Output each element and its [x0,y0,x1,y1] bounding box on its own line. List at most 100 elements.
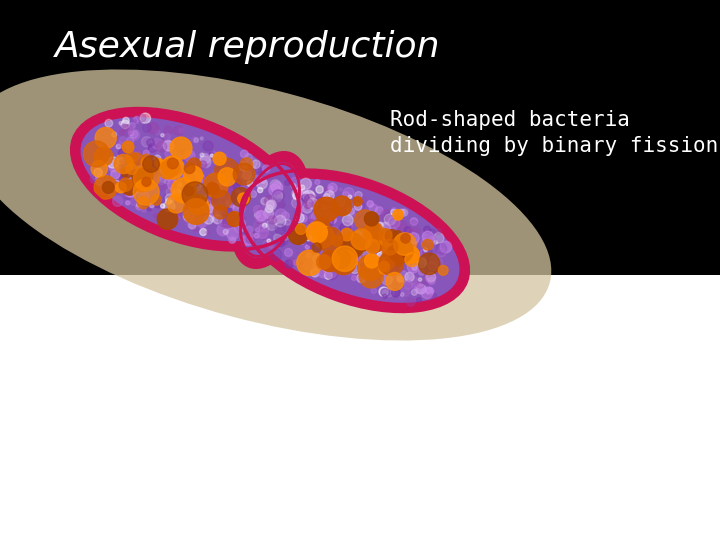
Circle shape [369,204,377,212]
Circle shape [330,248,350,268]
Circle shape [437,265,441,268]
Circle shape [283,234,289,240]
Circle shape [348,201,354,206]
Circle shape [264,208,274,218]
Circle shape [121,124,128,131]
Circle shape [354,197,362,205]
Circle shape [312,243,321,252]
Circle shape [256,167,261,173]
Circle shape [385,251,396,262]
Circle shape [377,252,387,261]
Circle shape [174,181,178,185]
Circle shape [240,150,248,158]
Circle shape [340,222,351,234]
Circle shape [227,179,238,190]
Circle shape [187,219,196,228]
Circle shape [410,218,418,225]
Circle shape [91,160,107,177]
Circle shape [132,171,152,192]
Circle shape [318,242,323,246]
Circle shape [157,176,166,184]
Circle shape [211,197,217,202]
Circle shape [126,164,137,174]
Circle shape [162,159,180,177]
Circle shape [412,265,417,270]
Circle shape [222,217,234,228]
Circle shape [426,235,436,246]
Circle shape [261,232,269,240]
Circle shape [193,168,198,174]
Circle shape [415,283,419,287]
Circle shape [347,207,354,215]
Circle shape [165,147,176,158]
Circle shape [105,119,112,127]
Circle shape [370,255,377,261]
Circle shape [418,253,440,274]
Circle shape [127,137,134,144]
Circle shape [421,287,433,299]
Circle shape [227,161,239,173]
Circle shape [174,179,179,184]
Circle shape [330,226,336,232]
Circle shape [274,234,282,241]
Circle shape [249,188,253,192]
Circle shape [133,179,159,205]
Circle shape [314,197,338,222]
Circle shape [143,192,147,195]
Circle shape [364,212,379,226]
Circle shape [315,197,325,207]
Circle shape [339,233,364,258]
Circle shape [232,181,240,189]
Circle shape [160,165,169,175]
Circle shape [324,252,334,263]
Circle shape [416,298,421,302]
Circle shape [118,141,123,147]
Circle shape [302,189,305,192]
Circle shape [272,183,282,193]
Circle shape [143,156,159,172]
Circle shape [135,160,144,169]
Circle shape [300,209,303,212]
Circle shape [200,167,204,170]
Circle shape [155,159,163,168]
Circle shape [392,238,402,248]
Circle shape [223,208,232,217]
Circle shape [404,281,413,289]
Circle shape [94,176,117,199]
Circle shape [289,225,308,244]
Circle shape [338,249,342,253]
Circle shape [233,202,245,214]
Circle shape [418,278,422,281]
Circle shape [221,194,225,199]
Circle shape [202,197,206,201]
Circle shape [189,195,208,214]
Circle shape [428,294,433,299]
Circle shape [184,186,194,196]
Circle shape [140,154,147,160]
Circle shape [107,157,119,168]
Circle shape [240,163,247,171]
Circle shape [408,261,419,273]
Circle shape [172,156,175,159]
Circle shape [327,266,330,269]
Circle shape [140,113,150,124]
Circle shape [355,192,362,199]
Circle shape [240,231,248,239]
Circle shape [238,222,241,226]
Circle shape [271,181,283,193]
Circle shape [225,215,235,226]
Circle shape [102,147,108,153]
Circle shape [369,222,380,234]
Circle shape [279,202,284,208]
Circle shape [196,174,204,183]
Circle shape [433,258,443,268]
Circle shape [332,246,357,272]
Circle shape [147,174,156,183]
Circle shape [397,278,402,282]
Circle shape [250,191,256,198]
Circle shape [147,139,154,146]
Circle shape [160,164,166,171]
Circle shape [225,198,232,205]
Circle shape [138,173,144,179]
Circle shape [359,215,364,220]
